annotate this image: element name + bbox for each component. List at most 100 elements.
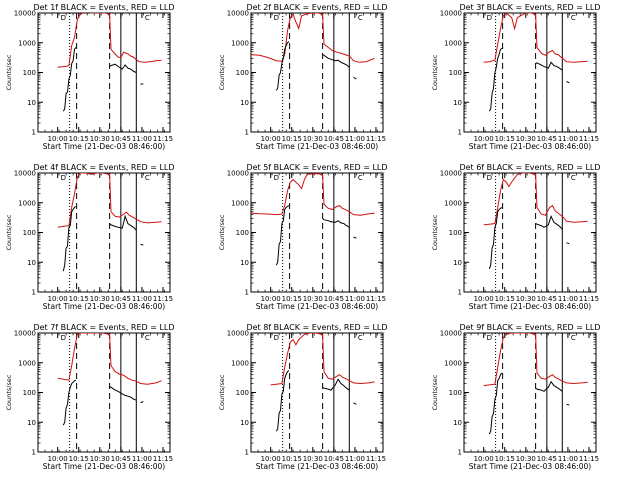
top-flag-label: C: [358, 14, 363, 22]
x-tick-label: 10:45: [111, 135, 131, 143]
x-tick-label: 11:15: [153, 295, 173, 303]
x-tick-label: 11:00: [345, 455, 365, 463]
x-tick-label: 10:00: [48, 295, 68, 303]
x-axis-label: Start Time (21-Dec-03 08:46:00): [469, 142, 591, 151]
y-tick-label: 10000: [440, 10, 462, 18]
x-tick-label: 10:00: [261, 455, 281, 463]
y-tick-label: 1: [245, 289, 249, 297]
detector-panel-1: Det 1f BLACK = Events, RED = LLD 1 10 100 10…: [5, 3, 175, 151]
y-tick-label: 100: [449, 389, 462, 397]
y-tick-label: 100: [449, 229, 462, 237]
series-line-events: [488, 47, 570, 112]
x-axis-label: Start Time (21-Dec-03 08:46:00): [469, 462, 591, 471]
top-flag-label: D: [61, 334, 66, 342]
top-flag-label: C: [571, 174, 576, 182]
y-tick-label: 100: [236, 69, 249, 77]
y-tick-label: 1000: [231, 39, 249, 47]
x-tick-label: 11:00: [345, 295, 365, 303]
plot-frame: [37, 332, 171, 453]
series-line-events: [275, 205, 357, 266]
x-tick-label: 10:30: [303, 295, 323, 303]
plot-frame: [463, 172, 597, 293]
x-tick-label: 10:00: [261, 295, 281, 303]
y-tick-label: 1: [245, 129, 249, 137]
top-flag-label: D: [487, 14, 492, 22]
x-tick-label: 10:00: [474, 295, 494, 303]
top-flag-label: D: [274, 14, 279, 22]
series-line-lld: [483, 333, 588, 387]
x-tick-label: 10:15: [69, 135, 89, 143]
x-tick-label: 10:45: [324, 455, 344, 463]
y-tick-label: 1000: [18, 359, 36, 367]
chart-title: Det 5f BLACK = Events, RED = LLD: [246, 163, 387, 172]
x-axis-label: Start Time (21-Dec-03 08:46:00): [469, 302, 591, 311]
series-line-lld: [57, 173, 162, 228]
y-tick-label: 10: [453, 99, 462, 107]
y-tick-label: 1000: [18, 199, 36, 207]
y-tick-label: 1000: [18, 39, 36, 47]
series-line-lld: [251, 13, 375, 63]
plot-frame: [463, 332, 597, 453]
plot-frame: [37, 12, 171, 133]
x-tick-label: 11:15: [579, 295, 599, 303]
y-tick-label: 10: [240, 419, 249, 427]
top-flag-label: D: [61, 174, 66, 182]
plot-frame: [37, 172, 171, 293]
y-tick-label: 1: [458, 129, 462, 137]
detector-panel-9: Det 9f BLACK = Events, RED = LLD 1 10 100 10…: [431, 323, 601, 471]
top-flag-label: C: [571, 334, 576, 342]
x-tick-label: 10:45: [111, 295, 131, 303]
x-tick-label: 11:15: [579, 135, 599, 143]
x-tick-label: 10:00: [48, 135, 68, 143]
x-tick-label: 10:45: [111, 455, 131, 463]
y-axis-label: Counts/sec: [5, 214, 13, 250]
y-tick-label: 10000: [14, 330, 36, 338]
chart-title: Det 2f BLACK = Events, RED = LLD: [246, 3, 387, 12]
top-flag-label: D: [274, 174, 279, 182]
chart-title: Det 4f BLACK = Events, RED = LLD: [33, 163, 174, 172]
y-tick-label: 10000: [14, 170, 36, 178]
y-axis-label: Counts/sec: [431, 54, 439, 90]
x-tick-label: 11:00: [132, 295, 152, 303]
x-tick-label: 10:45: [324, 135, 344, 143]
x-tick-label: 10:45: [537, 455, 557, 463]
x-tick-label: 10:30: [516, 135, 536, 143]
detector-panel-3: Det 3f BLACK = Events, RED = LLD 1 10 100 10…: [431, 3, 601, 151]
y-tick-label: 1: [32, 289, 36, 297]
y-tick-label: 10000: [227, 10, 249, 18]
y-tick-label: 10: [240, 99, 249, 107]
series-line-lld: [483, 173, 588, 226]
x-tick-label: 10:00: [261, 135, 281, 143]
series-line-lld: [270, 333, 375, 386]
y-tick-label: 1000: [231, 199, 249, 207]
x-tick-label: 10:45: [537, 295, 557, 303]
series-line-lld: [251, 173, 375, 216]
top-flag-label: D: [274, 334, 279, 342]
x-tick-label: 10:15: [282, 295, 302, 303]
x-tick-label: 10:30: [90, 135, 110, 143]
x-tick-label: 10:00: [474, 455, 494, 463]
y-tick-label: 1000: [444, 359, 462, 367]
y-tick-label: 10000: [440, 330, 462, 338]
y-tick-label: 1: [458, 289, 462, 297]
top-flag-label: C: [145, 334, 150, 342]
x-tick-label: 10:45: [324, 295, 344, 303]
x-tick-label: 11:00: [558, 135, 578, 143]
x-tick-label: 11:15: [366, 455, 386, 463]
y-tick-label: 10000: [227, 330, 249, 338]
series-line-events: [275, 370, 357, 432]
y-tick-label: 100: [23, 69, 36, 77]
x-tick-label: 11:00: [132, 455, 152, 463]
x-tick-label: 11:15: [366, 135, 386, 143]
y-tick-label: 10: [453, 259, 462, 267]
top-flag-label: C: [145, 174, 150, 182]
x-tick-label: 10:15: [495, 295, 515, 303]
x-tick-label: 10:30: [303, 455, 323, 463]
y-tick-label: 10: [27, 419, 36, 427]
y-axis-label: Counts/sec: [5, 374, 13, 410]
y-tick-label: 1000: [444, 39, 462, 47]
y-axis-label: Counts/sec: [218, 374, 226, 410]
x-tick-label: 10:00: [48, 455, 68, 463]
chart-title: Det 6f BLACK = Events, RED = LLD: [459, 163, 600, 172]
